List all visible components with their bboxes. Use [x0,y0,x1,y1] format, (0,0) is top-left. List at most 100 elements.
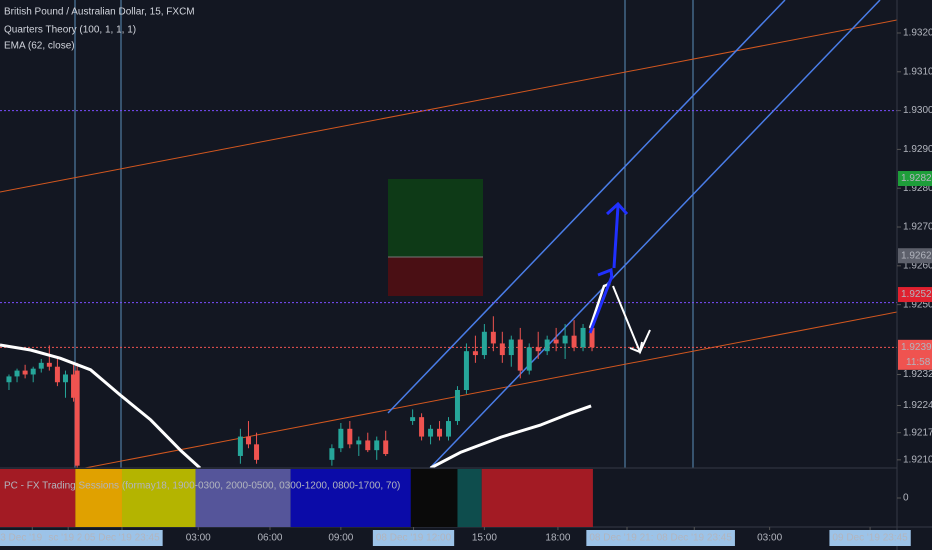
x-tick-label: 03:00 [757,533,782,544]
x-tick-label: 08 Dec '19 12:00 [376,533,452,544]
price-badge-label: 1.92825 [901,173,932,184]
session-block [457,469,482,527]
y-tick-label: 1.92100 [903,454,932,465]
y-tick-label: 1.93000 [903,105,932,116]
x-tick-highlight [372,530,455,546]
x-tick-highlight [653,530,735,546]
price-badge-label: 1.92390 [901,342,932,353]
price-badge [898,339,932,370]
price-badge [898,171,932,187]
session-block [75,469,122,527]
trend-line [84,311,897,468]
indicator-label: EMA (62, close) [4,41,75,52]
x-tick-label: 06:00 [257,533,282,544]
y-tick-label: 1.92900 [903,144,932,155]
y-tick-label: 1.92600 [903,260,932,271]
y-tick-label: 1.92320 [903,369,932,380]
candle-body [517,339,523,371]
y-tick-label: 1.93200 [903,28,932,39]
candle-body [30,368,36,375]
price-badge [898,248,932,264]
candle-body [14,370,20,377]
x-tick-label: 15:00 [472,533,497,544]
pane-title: PC - FX Trading Sessions (formay18, 1900… [4,481,400,492]
indicator-label: Quarters Theory (100, 1, 1, 1) [4,25,136,36]
candle-body [374,440,380,451]
candle-body [562,335,568,344]
ema-line [0,343,592,468]
candle-body [580,327,586,348]
candle-body [347,428,353,445]
x-tick-highlight [45,530,92,546]
candle-body [481,331,487,356]
candle-body [365,440,371,451]
arrow [588,275,614,334]
candle-body [62,374,68,383]
x-tick-label: sc '19 21 [48,533,88,544]
candle-body [254,444,260,460]
candle-body [454,390,460,422]
candle-body [329,448,335,460]
price-badge-label: 1.92626 [901,250,932,261]
x-tick-label: 09:00 [328,533,353,544]
candle-body [74,370,80,466]
arrows [588,201,651,355]
candle-body [356,440,362,445]
candle-body [571,335,577,348]
candle-body [338,428,344,449]
candle-body [463,351,469,390]
candle-body [437,428,443,437]
session-block [121,469,196,527]
arrow [629,341,643,354]
candle-body [22,370,28,375]
y-tick-label: 1.92800 [903,183,932,194]
candle-body [419,417,425,437]
candle-body [589,327,595,348]
channel-line [429,0,881,468]
x-tick-highlight [586,530,668,546]
candle-body [245,436,251,445]
candle-body [6,376,12,383]
x-tick-highlight [829,530,911,546]
candle-body [472,351,478,356]
stop-zone [388,257,483,296]
channel-line [387,0,786,414]
candle-body [553,339,559,344]
candle-body [38,362,44,369]
x-tick-label: 03 Dec '19 23:45 [0,533,70,544]
y-tick-label: 1.92500 [903,299,932,310]
price-badge-label: 1.92526 [901,289,932,300]
candle-body [237,436,243,456]
x-tick-label: 08 Dec '19 21:00 [589,533,665,544]
candle-body [544,339,550,352]
session-block [290,469,411,527]
candle-body [446,421,451,437]
arrow [605,201,629,216]
x-tick-label: 18:00 [545,533,570,544]
candle-body [410,417,416,422]
session-block [0,469,76,527]
price-badge [898,287,932,303]
candle-body [383,440,389,455]
x-tick-label: 03:00 [186,533,211,544]
y-tick-label: 1.92170 [903,427,932,438]
y-tick-label: 1.92700 [903,222,932,233]
session-block [481,469,593,527]
chart-title: British Pound / Australian Dollar, 15, F… [4,7,195,18]
candle-body [46,362,52,367]
y-tick-label: 1.93100 [903,66,932,77]
y-tick-label: 0 [903,493,909,504]
candle-body [508,339,514,356]
x-tick-label: 08 Dec '19 23:45 [657,533,733,544]
trend-line [0,19,897,193]
plot-area [0,110,897,468]
candle-body [490,331,496,344]
candle-body [499,343,505,356]
candle-body [428,428,434,437]
candle-body [535,347,541,352]
arrow [612,205,620,269]
x-tick-label: 05 Dec '19 23:45 [84,533,160,544]
x-tick-label: 09 Dec '19 23:45 [832,533,908,544]
